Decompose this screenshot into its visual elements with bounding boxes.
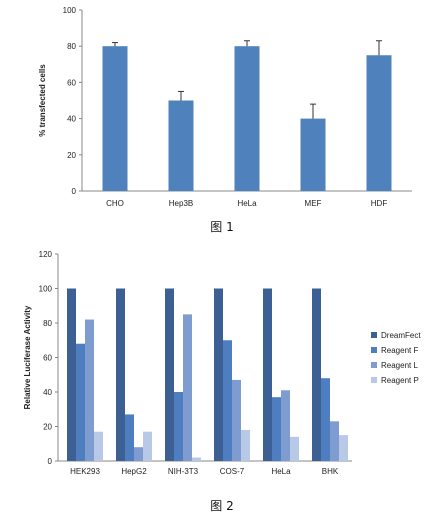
x-tick-label: NIH-3T3 xyxy=(168,467,199,476)
bar-reagent-p xyxy=(290,436,299,461)
legend-swatch xyxy=(371,362,377,368)
legend-label: Reagent F xyxy=(381,346,418,355)
y-tick-label: 120 xyxy=(39,250,53,259)
y-tick-label: 0 xyxy=(72,187,77,196)
y-tick-label: 60 xyxy=(67,78,76,87)
x-tick-label: HEK293 xyxy=(70,467,100,476)
y-tick-label: 100 xyxy=(63,6,77,15)
legend-swatch xyxy=(371,347,377,353)
bar-reagent-l xyxy=(134,447,143,461)
bar-reagent-f xyxy=(272,397,281,461)
bar-reagent-l xyxy=(85,319,94,461)
y-tick-label: 80 xyxy=(43,319,52,328)
y-tick-label: 100 xyxy=(39,285,53,294)
bar-dreamfect xyxy=(165,288,174,461)
bar xyxy=(366,55,392,191)
bar-dreamfect xyxy=(214,288,223,461)
bar-dreamfect xyxy=(312,288,321,461)
y-tick-label: 60 xyxy=(43,354,52,363)
bar-reagent-l xyxy=(281,390,290,461)
legend-label: Reagent P xyxy=(381,376,419,385)
figure-caption: 图 1 xyxy=(210,220,233,234)
bar-dreamfect xyxy=(263,288,272,461)
bar-reagent-l xyxy=(232,379,241,461)
bar-dreamfect xyxy=(116,288,125,461)
bar-reagent-p xyxy=(241,429,250,461)
bar-reagent-p xyxy=(143,431,152,461)
bar-dreamfect xyxy=(67,288,76,461)
bar xyxy=(300,118,326,191)
bar-reagent-p xyxy=(339,435,348,461)
bar xyxy=(168,100,194,191)
x-tick-label: HeLa xyxy=(237,199,257,208)
y-tick-label: 0 xyxy=(48,457,53,466)
x-tick-label: CHO xyxy=(106,199,124,208)
figure-caption: 图 2 xyxy=(210,499,233,513)
x-tick-label: HDF xyxy=(371,199,388,208)
legend-swatch xyxy=(371,377,377,383)
x-tick-label: Hep3B xyxy=(169,199,193,208)
x-tick-label: HeLa xyxy=(271,467,291,476)
bar-reagent-l xyxy=(330,421,339,461)
y-tick-label: 20 xyxy=(43,423,52,432)
legend-label: DreamFect xyxy=(381,331,421,340)
bar-reagent-p xyxy=(94,431,103,461)
x-tick-label: MEF xyxy=(305,199,322,208)
y-tick-label: 40 xyxy=(43,388,52,397)
legend-label: Reagent L xyxy=(381,361,418,370)
y-tick-label: 40 xyxy=(67,115,76,124)
bar-reagent-f xyxy=(76,343,85,461)
y-tick-label: 80 xyxy=(67,42,76,51)
bar-reagent-f xyxy=(223,340,232,461)
bar xyxy=(102,46,128,192)
bar-reagent-f xyxy=(174,392,183,461)
bar xyxy=(234,46,260,192)
bar-reagent-l xyxy=(183,314,192,461)
x-tick-label: HepG2 xyxy=(121,467,147,476)
bar-reagent-p xyxy=(192,457,201,461)
legend-swatch xyxy=(371,332,377,338)
bar-reagent-f xyxy=(321,378,330,461)
bar-reagent-f xyxy=(125,414,134,461)
x-tick-label: BHK xyxy=(322,467,339,476)
x-tick-label: COS-7 xyxy=(220,467,245,476)
y-axis-title: % transfected cells xyxy=(38,64,47,137)
y-tick-label: 20 xyxy=(67,151,76,160)
y-axis-title: Relative Luciferase Activity xyxy=(23,305,32,409)
